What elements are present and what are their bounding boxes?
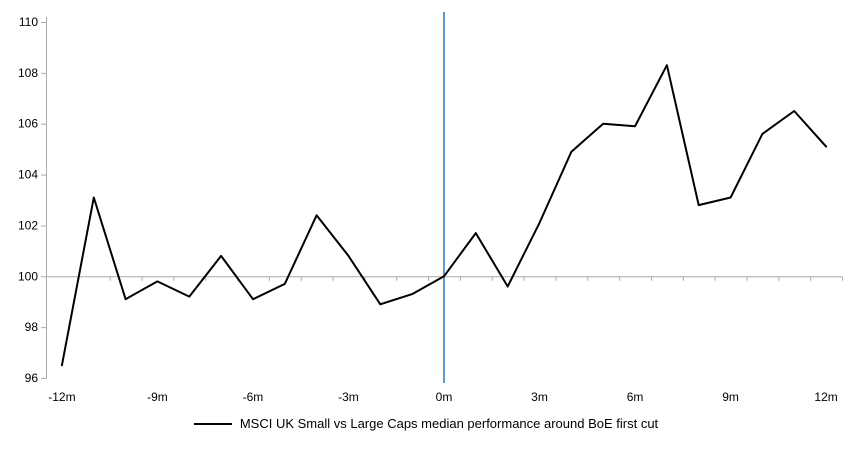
series-line	[60, 64, 828, 367]
legend: MSCI UK Small vs Large Caps median perfo…	[0, 416, 852, 431]
x-tick-label: -12m	[48, 390, 75, 404]
y-tick-label: 106	[18, 117, 38, 131]
x-tick-label: 9m	[722, 390, 739, 404]
y-tick-label: 98	[25, 320, 39, 334]
data-line-series	[60, 64, 828, 367]
x-tick-label: 12m	[814, 390, 837, 404]
y-tick-label: 110	[19, 15, 38, 29]
x-tick-label: 0m	[436, 390, 453, 404]
x-tick-label: 6m	[627, 390, 644, 404]
x-tick-label: 3m	[531, 390, 548, 404]
y-tick-label: 96	[25, 371, 39, 385]
y-tick-label: 104	[18, 168, 38, 182]
legend-series-label: MSCI UK Small vs Large Caps median perfo…	[239, 416, 659, 431]
y-tick-label: 102	[18, 218, 38, 232]
x-tick-label: -9m	[147, 390, 168, 404]
x-axis-tick-labels: -12m -9m -6m -3m 0m 3m 6m 9m 12m	[48, 390, 838, 404]
y-axis: 96 98 100 102 104 106 108 110	[18, 15, 47, 385]
y-tick-label: 108	[18, 66, 38, 80]
legend-line-swatch	[193, 422, 232, 425]
y-tick-label: 100	[18, 269, 38, 283]
x-tick-label: -6m	[243, 390, 264, 404]
x-tick-label: -3m	[338, 390, 359, 404]
